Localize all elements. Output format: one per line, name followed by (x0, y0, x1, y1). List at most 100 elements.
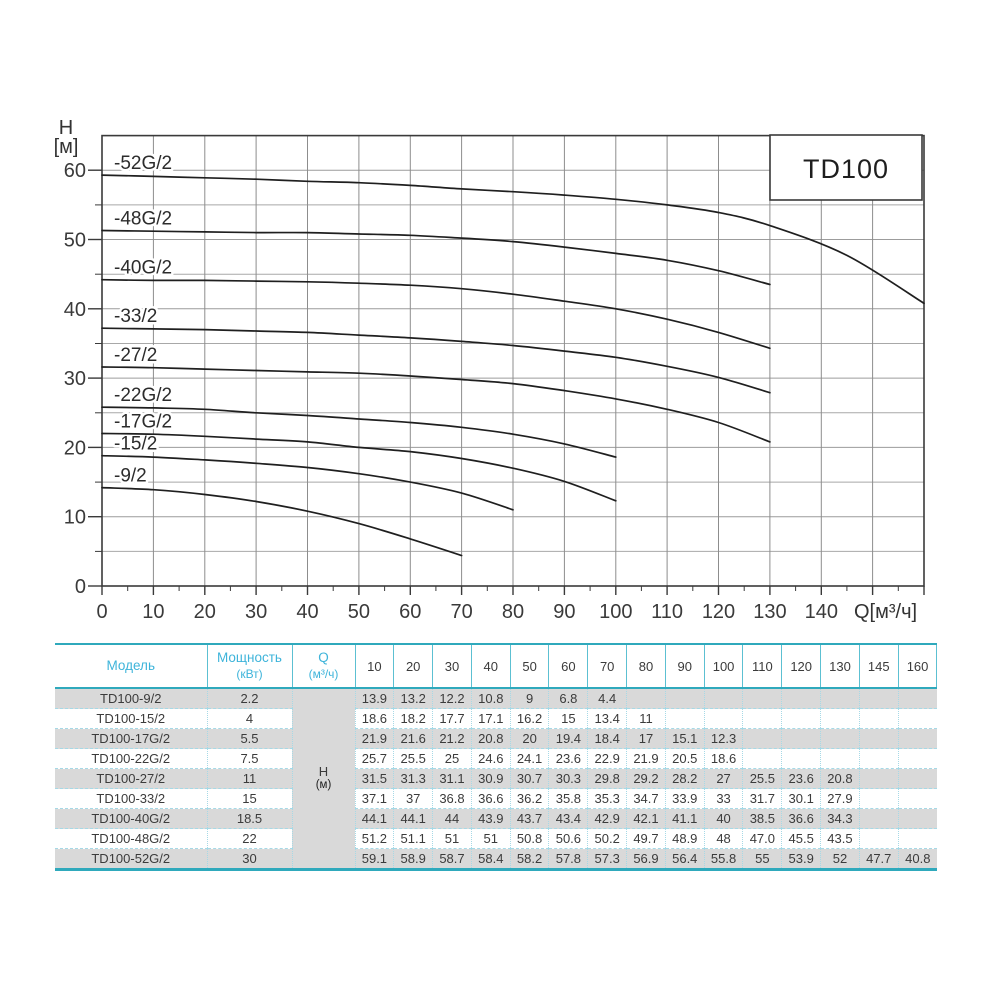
x-tick-label-0: 0 (96, 601, 107, 623)
value-cell-TD100-17G/2-q20: 21.6 (393, 728, 433, 749)
value-cell-TD100-22G/2-q70: 22.9 (587, 748, 627, 769)
value-cell-TD100-27/2-q145 (858, 768, 899, 789)
plot-border (101, 134, 925, 587)
x-tick-label-140: 140 (805, 601, 838, 623)
curve-40G/2 (101, 278, 771, 350)
value-cell-TD100-40G/2-q160 (897, 808, 937, 829)
value-cell-TD100-22G/2-q20: 25.5 (393, 748, 433, 769)
value-cell-TD100-33/2-q80: 34.7 (626, 788, 666, 809)
value-cell-TD100-48G/2-q110: 47.0 (742, 828, 782, 849)
y-tick-label-40: 40 (64, 299, 86, 321)
value-cell-TD100-17G/2-q100: 12.3 (703, 728, 743, 749)
x-tick-label-110: 110 (651, 601, 683, 623)
header-model: Модель (55, 644, 207, 689)
value-cell-TD100-33/2-q50: 36.2 (509, 788, 549, 809)
value-cell-TD100-40G/2-q20: 44.1 (393, 808, 433, 829)
header-power: Мощность (кВт) (206, 644, 292, 689)
value-cell-TD100-48G/2-q80: 49.7 (626, 828, 666, 849)
value-cell-TD100-52G/2-q90: 56.4 (664, 848, 705, 870)
y-tick-label-20: 20 (64, 437, 86, 459)
value-cell-TD100-40G/2-q50: 43.7 (509, 808, 549, 829)
value-cell-TD100-33/2-q160 (897, 788, 937, 809)
header-flow-40: 40 (470, 644, 511, 689)
value-cell-TD100-22G/2-q120 (781, 748, 821, 769)
x-tick-label-80: 80 (502, 601, 524, 623)
curve-17G/2 (101, 432, 617, 502)
model-cell-TD100-40G/2: TD100-40G/2 (55, 808, 207, 829)
value-cell-TD100-17G/2-q10: 21.9 (354, 728, 394, 749)
curve-label-9/2: -9/2 (114, 466, 147, 487)
head-unit-line2: (м) (315, 779, 332, 792)
header-flow-90: 90 (664, 644, 705, 689)
value-cell-TD100-27/2-q40: 30.9 (470, 768, 511, 789)
value-cell-TD100-22G/2-q40: 24.6 (470, 748, 511, 769)
value-cell-TD100-9/2-q30: 12.2 (432, 688, 472, 709)
curve-label-27/2: -27/2 (114, 345, 157, 366)
value-cell-TD100-9/2-q100 (703, 688, 743, 709)
value-cell-TD100-48G/2-q70: 50.2 (587, 828, 627, 849)
y-tick-label-0: 0 (75, 576, 86, 598)
y-tick-label-50: 50 (64, 230, 86, 252)
value-cell-TD100-9/2-q130 (820, 688, 860, 709)
value-cell-TD100-15/2-q70: 13.4 (587, 708, 627, 729)
x-tick-label-10: 10 (142, 601, 164, 623)
value-cell-TD100-27/2-q50: 30.7 (509, 768, 549, 789)
x-tick-label-90: 90 (553, 601, 575, 623)
header-flow-line2: (м³/ч) (308, 666, 339, 681)
curve-label-48G/2: -48G/2 (114, 209, 172, 230)
header-flow-160: 160 (897, 644, 938, 689)
value-cell-TD100-17G/2-q90: 15.1 (664, 728, 705, 749)
value-cell-TD100-22G/2-q100: 18.6 (703, 748, 743, 769)
value-cell-TD100-17G/2-q80: 17 (626, 728, 666, 749)
value-cell-TD100-33/2-q120: 30.1 (781, 788, 821, 809)
table-row-TD100-15/2: TD100-15/2 4 18.6 18.2 17.7 17.1 16.2 15 13.4 11 (55, 708, 937, 729)
value-cell-TD100-17G/2-q160 (897, 728, 937, 749)
value-cell-TD100-27/2-q130: 20.8 (820, 768, 860, 789)
value-cell-TD100-27/2-q80: 29.2 (626, 768, 666, 789)
header-flow-10: 10 (354, 644, 394, 689)
power-cell-TD100-48G/2: 22 (206, 828, 292, 849)
value-cell-TD100-15/2-q100 (703, 708, 743, 729)
value-cell-TD100-52G/2-q120: 53.9 (781, 848, 821, 870)
curve-22G/2 (101, 406, 617, 458)
x-tick-label-20: 20 (194, 601, 216, 623)
value-cell-TD100-27/2-q160 (897, 768, 937, 789)
curve-9/2 (101, 486, 463, 557)
value-cell-TD100-52G/2-q130: 52 (820, 848, 860, 870)
value-cell-TD100-48G/2-q130: 43.5 (820, 828, 860, 849)
curve-52G/2 (101, 174, 925, 305)
power-cell-TD100-9/2: 2.2 (206, 688, 292, 709)
value-cell-TD100-48G/2-q10: 51.2 (354, 828, 394, 849)
value-cell-TD100-15/2-q40: 17.1 (470, 708, 511, 729)
table-row-TD100-52G/2: TD100-52G/2 30 59.1 58.9 58.7 58.4 58.2 57.8 57.… (55, 848, 937, 870)
value-cell-TD100-17G/2-q110 (742, 728, 782, 749)
value-cell-TD100-48G/2-q40: 51 (470, 828, 511, 849)
header-flow-60: 60 (548, 644, 588, 689)
value-cell-TD100-9/2-q110 (742, 688, 782, 709)
value-cell-TD100-17G/2-q30: 21.2 (432, 728, 472, 749)
header-flow-80: 80 (626, 644, 666, 689)
value-cell-TD100-27/2-q100: 27 (703, 768, 743, 789)
value-cell-TD100-27/2-q120: 23.6 (781, 768, 821, 789)
header-flow-20: 20 (393, 644, 433, 689)
value-cell-TD100-40G/2-q145 (858, 808, 899, 829)
x-tick-label-40: 40 (296, 601, 318, 623)
value-cell-TD100-52G/2-q100: 55.8 (703, 848, 743, 870)
value-cell-TD100-15/2-q120 (781, 708, 821, 729)
value-cell-TD100-33/2-q145 (858, 788, 899, 809)
value-cell-TD100-9/2-q60: 6.8 (548, 688, 588, 709)
pump-spec-table: Модель Мощность (кВт) Q (м³/ч) 10 20 30 40 5… (55, 643, 938, 871)
y-axis-symbol: H (59, 117, 73, 139)
power-cell-TD100-33/2: 15 (206, 788, 292, 809)
model-cell-TD100-9/2: TD100-9/2 (55, 688, 207, 709)
header-flow-30: 30 (432, 644, 472, 689)
value-cell-TD100-40G/2-q10: 44.1 (354, 808, 394, 829)
model-cell-TD100-27/2: TD100-27/2 (55, 768, 207, 789)
value-cell-TD100-52G/2-q20: 58.9 (393, 848, 433, 870)
value-cell-TD100-27/2-q60: 30.3 (548, 768, 588, 789)
value-cell-TD100-52G/2-q145: 47.7 (858, 848, 899, 870)
value-cell-TD100-52G/2-q70: 57.3 (587, 848, 627, 870)
value-cell-TD100-15/2-q30: 17.7 (432, 708, 472, 729)
value-cell-TD100-27/2-q20: 31.3 (393, 768, 433, 789)
model-cell-TD100-15/2: TD100-15/2 (55, 708, 207, 729)
